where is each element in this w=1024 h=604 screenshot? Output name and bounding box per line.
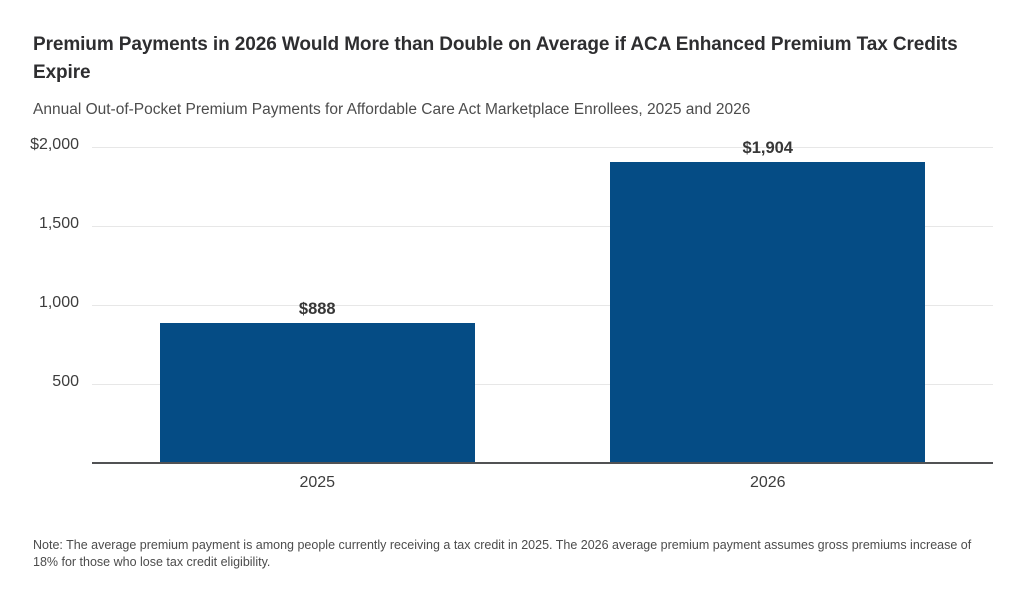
gridline-1500 bbox=[92, 225, 993, 227]
bar-2026 bbox=[610, 162, 926, 463]
gridline-2000 bbox=[92, 146, 993, 148]
x-tick-label-2025: 2025 bbox=[299, 474, 336, 491]
chart-title: Premium Payments in 2026 Would More than… bbox=[33, 34, 958, 83]
x-axis-line bbox=[92, 462, 993, 464]
gridline-500 bbox=[92, 383, 993, 385]
bar-value-label-2025: $888 bbox=[298, 299, 336, 318]
y-tick-label-500: 500 bbox=[52, 373, 79, 390]
y-tick-label-2000: $2,000 bbox=[30, 136, 79, 153]
gridline-1000 bbox=[92, 304, 993, 306]
bar-value-label-2026: $1,904 bbox=[742, 139, 793, 158]
x-tick-label-2026: 2026 bbox=[749, 474, 786, 491]
y-tick-label-1500: 1,500 bbox=[38, 215, 79, 232]
y-tick-label-1000: 1,000 bbox=[38, 294, 79, 311]
plot-area: 500 1,000 1,500 $2,000 $888 2025 $1,904 2026 bbox=[30, 136, 993, 491]
chart-subtitle: Annual Out-of-Pocket Premium Payments fo… bbox=[33, 101, 751, 118]
chart-note: Note: The average premium payment is amo… bbox=[33, 538, 972, 569]
bar-2025 bbox=[159, 322, 475, 463]
